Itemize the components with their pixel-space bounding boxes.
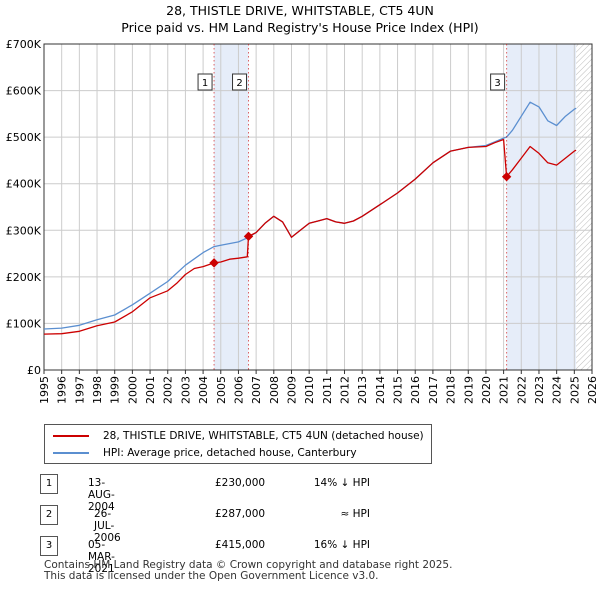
x-tick-label: 2016: [409, 376, 422, 404]
legend-item-property: 28, THISTLE DRIVE, WHITSTABLE, CT5 4UN (…: [53, 428, 424, 444]
y-tick-label: £500K: [6, 131, 42, 144]
x-tick-label: 2013: [356, 376, 369, 404]
x-tick-label: 2000: [126, 376, 139, 404]
sale-label-2: 2: [236, 78, 242, 89]
x-tick-label: 1995: [38, 376, 51, 404]
footer: Contains HM Land Registry data © Crown c…: [44, 560, 452, 582]
x-tick-label: 1997: [73, 376, 86, 404]
x-tick-label: 2003: [179, 376, 192, 404]
x-tick-label: 2002: [162, 376, 175, 404]
title-line-1: 28, THISTLE DRIVE, WHITSTABLE, CT5 4UN: [166, 3, 434, 18]
x-tick-label: 2024: [551, 376, 564, 404]
legend-label-hpi: HPI: Average price, detached house, Cant…: [103, 447, 357, 459]
x-tick-label: 2012: [339, 376, 352, 404]
x-tick-label: 1996: [56, 376, 69, 404]
transaction-date: 05-MAR-2021: [88, 539, 115, 575]
chart-title: 28, THISTLE DRIVE, WHITSTABLE, CT5 4UN P…: [0, 2, 600, 36]
sale-label-box-1: [197, 73, 213, 91]
sale-point-1: [209, 258, 219, 268]
sale-point-2: [243, 231, 254, 242]
transaction-price: £287,000: [215, 508, 266, 520]
x-tick-label: 2023: [533, 376, 546, 404]
x-tick-label: 2022: [515, 376, 528, 404]
footer-line-2: This data is licensed under the Open Gov…: [44, 570, 379, 582]
y-tick-label: £300K: [6, 224, 42, 237]
transaction-price: £415,000: [215, 539, 266, 551]
x-tick-label: 2010: [303, 376, 316, 404]
transaction-number: 2: [40, 505, 58, 525]
x-tick-label: 2021: [498, 376, 511, 404]
sale-label-box-3: [490, 73, 506, 91]
sale-label-box-2: [232, 73, 248, 91]
x-tick-label: 2006: [232, 376, 245, 404]
plot-frame: [43, 43, 593, 371]
x-tick-label: 2001: [144, 376, 157, 404]
x-tick-label: 2015: [392, 376, 405, 404]
x-tick-label: 2008: [268, 376, 281, 404]
transaction-number: 1: [40, 474, 58, 494]
transaction-number: 3: [40, 536, 58, 556]
y-tick-label: £700K: [6, 38, 42, 51]
x-tick-label: 2020: [480, 376, 493, 404]
y-tick-label: £600K: [6, 85, 42, 98]
y-tick-label: £0: [27, 364, 41, 377]
x-tick-label: 2011: [321, 376, 334, 404]
legend-swatch-property: [53, 435, 89, 437]
forecast-hatch: [576, 44, 592, 370]
transaction-hpi: ≈ HPI: [340, 508, 370, 520]
transaction-date: 26-JUL-2006: [94, 508, 121, 544]
sale-label-1: 1: [202, 78, 208, 89]
x-tick-label: 1999: [109, 376, 122, 404]
x-tick-label: 2025: [568, 376, 581, 404]
sale-point-3: [501, 172, 512, 182]
shaded-range-2: [506, 44, 577, 370]
shaded-regions: [214, 44, 592, 370]
property-price-line: [43, 138, 577, 335]
x-tick-label: 2017: [427, 376, 440, 404]
x-tick-label: 2026: [586, 376, 599, 404]
series-lines: [43, 101, 577, 335]
x-tick-label: 2005: [215, 376, 228, 404]
sale-label-3: 3: [494, 78, 500, 89]
legend-item-hpi: HPI: Average price, detached house, Cant…: [53, 445, 357, 461]
legend: 28, THISTLE DRIVE, WHITSTABLE, CT5 4UN (…: [44, 424, 432, 464]
hpi-line: [43, 101, 577, 330]
transaction-hpi: 14% ↓ HPI: [313, 477, 370, 489]
x-tick-label: 2004: [197, 376, 210, 404]
y-tick-label: £400K: [6, 178, 42, 191]
x-tick-label: 2007: [250, 376, 263, 404]
y-tick-label: £100K: [6, 317, 42, 330]
transaction-price: £230,000: [215, 477, 266, 489]
title-line-2: Price paid vs. HM Land Registry's House …: [121, 20, 479, 35]
x-tick-label: 2019: [462, 376, 475, 404]
shaded-range-1: [214, 44, 249, 370]
transaction-date: 13-AUG-2004: [88, 477, 115, 513]
sale-markers: 1 2 3: [197, 44, 512, 370]
price-chart: £0 £100K £200K £300K £400K £500K £600K £700K 199…: [6, 38, 599, 404]
x-tick-label: 2018: [445, 376, 458, 404]
x-tick-label: 1998: [91, 376, 104, 404]
legend-label-property: 28, THISTLE DRIVE, WHITSTABLE, CT5 4UN (…: [103, 430, 424, 442]
axes: £0 £100K £200K £300K £400K £500K £600K £700K 199…: [6, 38, 599, 404]
x-tick-label: 2014: [374, 376, 387, 404]
y-tick-label: £200K: [6, 271, 42, 284]
transaction-hpi: 16% ↓ HPI: [313, 539, 370, 551]
legend-swatch-hpi: [53, 452, 89, 454]
x-tick-label: 2009: [285, 376, 298, 404]
footer-line-1: Contains HM Land Registry data © Crown c…: [44, 559, 453, 571]
